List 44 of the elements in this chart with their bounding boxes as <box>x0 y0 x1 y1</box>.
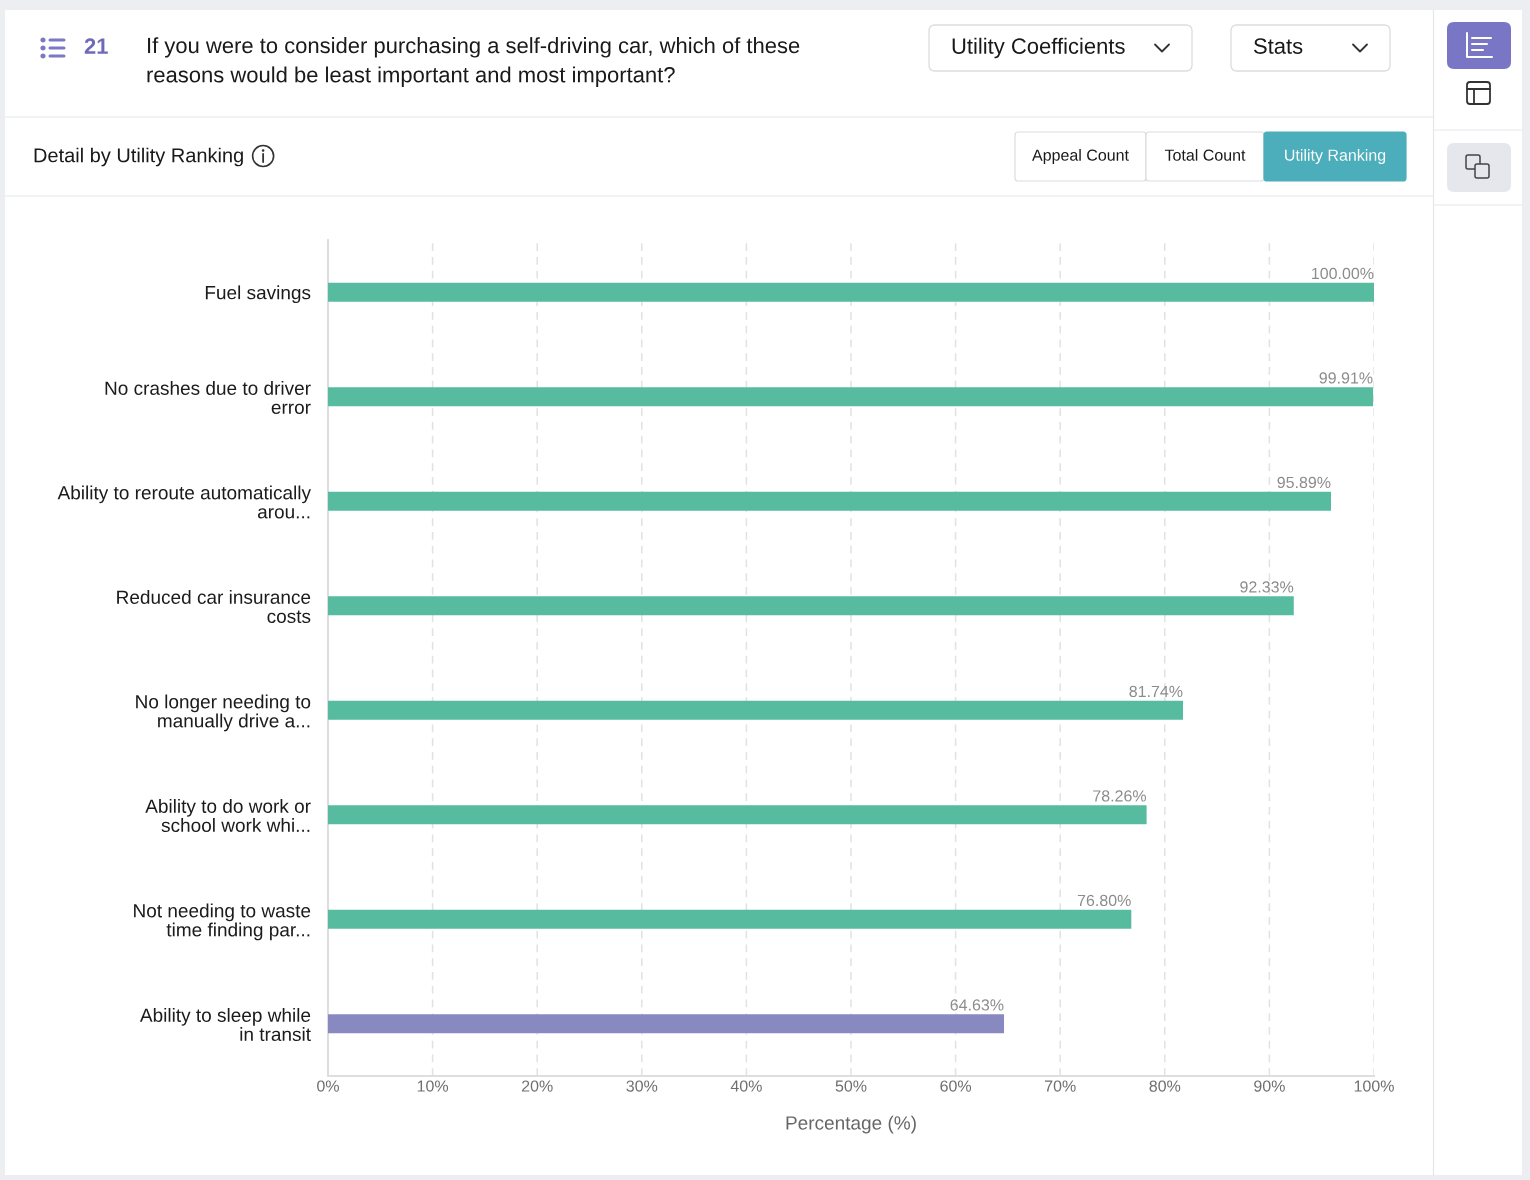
x-tick-label: 10% <box>417 1080 449 1092</box>
x-tick-label: 40% <box>730 1080 762 1092</box>
x-tick-label: 50% <box>835 1080 867 1092</box>
x-tick-label: 80% <box>1149 1080 1181 1092</box>
x-tick-label: 20% <box>521 1080 553 1092</box>
text: Utility Coefficients <box>952 37 1125 59</box>
y-tick-label: No crashes due to driver error <box>105 381 311 415</box>
y-tick-label: Fuel savings <box>205 285 311 304</box>
x-tick-label: 60% <box>940 1080 972 1092</box>
bar <box>328 491 1332 511</box>
bar <box>328 387 1374 407</box>
bar <box>328 282 1374 302</box>
y-tick-label: No longer needing to manually drive a... <box>136 694 311 732</box>
bar <box>328 700 1183 720</box>
bar <box>328 1014 1005 1034</box>
bar <box>328 596 1294 616</box>
data-label: 76.80% <box>1077 894 1131 907</box>
bar <box>328 909 1132 929</box>
text: Detail by Utility Ranking <box>34 147 243 167</box>
x-tick-label: 100% <box>1354 1080 1394 1092</box>
data-label: 64.63% <box>950 999 1004 1011</box>
data-label: 95.89% <box>1277 476 1331 489</box>
text: Stats <box>1254 38 1303 54</box>
data-label: 92.33% <box>1240 581 1294 593</box>
y-tick-label: Reduced car insurance costs <box>117 590 311 624</box>
y-tick-label: Ability to do work or school work whi... <box>145 799 311 833</box>
data-label: 99.91% <box>1319 372 1373 384</box>
chart-title: If you were to consider purchasing a self-driving car, which of these reasons would be least important and most important? <box>147 37 800 87</box>
y-tick-label: Ability to reroute automatically arou... <box>57 485 311 519</box>
x-tick-label: 90% <box>1254 1080 1285 1092</box>
data-label: 81.74% <box>1129 685 1183 698</box>
bar <box>328 805 1147 825</box>
text: Total Count <box>1164 149 1246 161</box>
x-tick-label: 70% <box>1045 1080 1076 1092</box>
data-label: 78.26% <box>1093 790 1147 802</box>
x-axis-title: Percentage (%) <box>786 1115 916 1134</box>
data-label: 100.00% <box>1312 267 1374 280</box>
y-tick-label: Not needing to waste time finding par... <box>134 903 311 941</box>
y-tick-label: Ability to sleep while in transit <box>139 1008 311 1042</box>
text: 21 <box>84 38 108 54</box>
text: Appeal Count <box>1032 149 1129 164</box>
x-tick-label: 0% <box>317 1080 339 1092</box>
text: Utility Ranking <box>1285 149 1386 164</box>
x-tick-label: 30% <box>626 1080 658 1092</box>
